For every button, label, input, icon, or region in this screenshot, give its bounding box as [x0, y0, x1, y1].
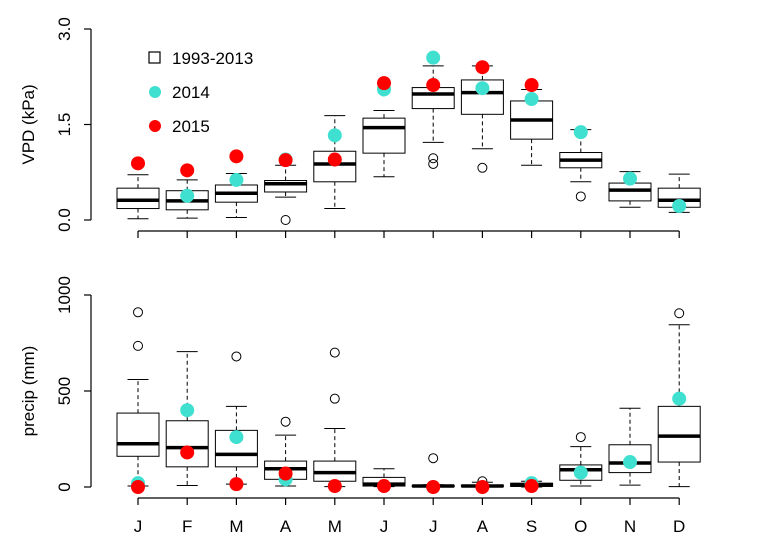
precip-point-2014	[672, 391, 687, 406]
vpd-y-axis-label: VPD (kPa)	[19, 84, 38, 164]
legend-label: 1993-2013	[172, 49, 253, 68]
box-body	[657, 405, 701, 463]
precip-point-2015	[327, 479, 342, 494]
vpd-y-tick-label: 3.0	[55, 17, 74, 41]
precip-box-2	[214, 351, 258, 485]
precip-point-2015	[524, 479, 539, 494]
x-tick-label-10: N	[624, 517, 636, 536]
vpd-point-2015	[229, 149, 244, 164]
vpd-point-2015	[475, 60, 490, 75]
precip-panel: 0 500 1000 precip (mm)	[19, 276, 701, 505]
vpd-point-2014	[426, 50, 441, 65]
precip-y-axis-label: precip (mm)	[19, 346, 38, 437]
x-tick-label-9: O	[574, 517, 587, 536]
precip-box-1	[165, 351, 209, 486]
x-tick-label-11: D	[673, 517, 685, 536]
vpd-y-tick-label: 1.5	[55, 113, 74, 137]
x-tick-label-1: F	[182, 517, 192, 536]
vpd-point-2015	[426, 78, 441, 93]
legend-square-marker	[148, 51, 161, 64]
outlier-point	[133, 307, 143, 318]
x-tick-label-5: J	[380, 517, 389, 536]
precip-box-10	[608, 407, 652, 486]
outlier-point	[575, 191, 586, 202]
x-tick-label-3: A	[280, 517, 292, 536]
precip-point-2015	[426, 480, 441, 494]
vpd-point-2015	[524, 78, 539, 93]
precip-point-2014	[180, 403, 195, 418]
vpd-box-8	[510, 88, 554, 166]
outlier-point	[280, 416, 291, 427]
outlier-point	[280, 215, 291, 225]
legend-circle-marker	[149, 86, 161, 98]
outlier-point	[329, 393, 340, 404]
x-tick-label-2: M	[229, 517, 243, 536]
precip-point-2015	[229, 477, 244, 492]
precip-y-tick-label: 500	[55, 377, 74, 405]
precip-point-2015	[180, 445, 195, 460]
x-tick-label-4: M	[328, 517, 342, 536]
vpd-box-3	[264, 164, 308, 225]
x-tick-label-0: J	[134, 517, 143, 536]
legend: 1993-2013 2014 2015	[148, 49, 253, 136]
vpd-box-2	[214, 173, 258, 218]
x-tick-label-7: A	[477, 517, 489, 536]
vpd-point-2015	[377, 76, 391, 91]
precip-box-4	[313, 347, 357, 488]
vpd-point-2014	[524, 92, 539, 107]
outlier-point	[428, 158, 439, 169]
x-tick-label-6: J	[429, 517, 438, 536]
vpd-box-9	[559, 129, 603, 202]
vpd-point-2014	[573, 125, 588, 140]
legend-label: 2015	[172, 117, 210, 136]
precip-y-tick-label: 1000	[55, 276, 74, 314]
vpd-point-2015	[278, 153, 293, 168]
precip-point-2015	[278, 466, 293, 481]
vpd-point-2014	[672, 198, 687, 213]
vpd-point-2014	[327, 128, 342, 143]
outlier-point	[428, 453, 439, 464]
vpd-box-0	[116, 174, 160, 220]
precip-point-2014	[573, 465, 588, 480]
vpd-point-2014	[180, 188, 195, 203]
vpd-point-2015	[180, 163, 195, 178]
precip-box-0	[116, 307, 160, 487]
vpd-point-2014	[229, 172, 244, 187]
box-body	[264, 180, 308, 193]
outlier-point	[329, 347, 340, 358]
precip-y-tick-label: 0	[55, 482, 74, 491]
outlier-point	[477, 162, 488, 173]
outlier-point	[674, 308, 685, 319]
precip-point-2015	[377, 479, 391, 494]
vpd-point-2015	[327, 152, 342, 167]
outlier-point	[133, 340, 143, 351]
precip-point-2015	[131, 480, 145, 494]
x-tick-label-8: S	[526, 517, 537, 536]
precip-point-2014	[229, 430, 244, 445]
legend-label: 2014	[172, 83, 210, 102]
precip-point-2014	[623, 455, 637, 470]
precip-box-11	[657, 308, 701, 488]
vpd-point-2015	[131, 156, 145, 171]
vpd-point-2014	[475, 81, 490, 96]
legend-circle-marker	[149, 120, 161, 132]
outlier-point	[575, 432, 586, 443]
outlier-point	[231, 351, 242, 362]
vpd-y-tick-label: 0.0	[55, 208, 74, 232]
vpd-panel: 0.0 1.5 3.0 VPD (kPa)	[19, 17, 701, 238]
outlier-point	[428, 153, 439, 164]
vpd-box-5	[362, 109, 406, 178]
vpd-point-2014	[623, 171, 637, 186]
box-body	[116, 187, 160, 210]
box-body	[608, 182, 652, 202]
box-body	[165, 420, 209, 468]
box-body	[362, 117, 406, 154]
box-body	[116, 412, 160, 457]
precip-point-2015	[475, 480, 490, 494]
